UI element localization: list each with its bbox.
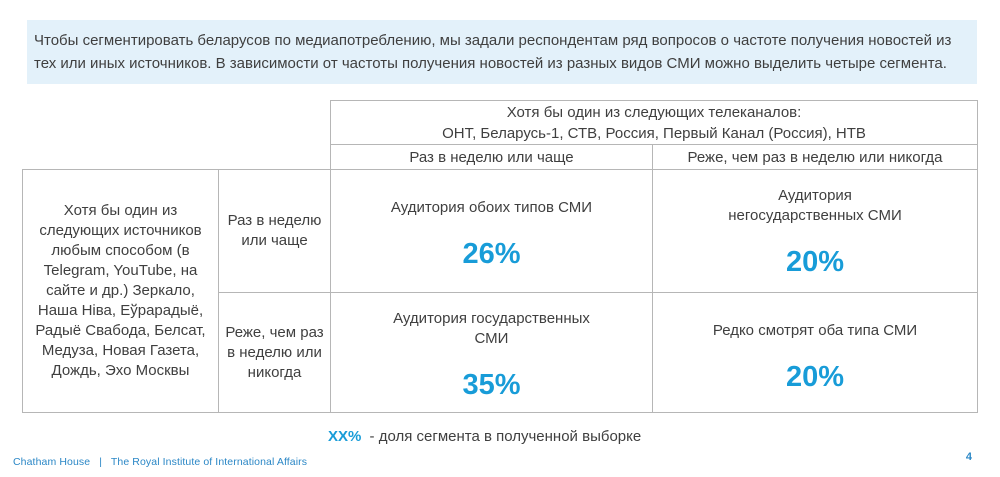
tv-columns-row: Раз в неделю или чаще Реже, чем раз в не… bbox=[23, 144, 978, 170]
segment-cell-both-media: Аудитория обоих типов СМИ 26% bbox=[330, 169, 653, 293]
footer-institute: The Royal Institute of International Aff… bbox=[110, 456, 308, 468]
sources-header-cell: Хотя бы один из следующих источников люб… bbox=[22, 169, 219, 413]
segmentation-matrix: Хотя бы один из следующих телеканалов: О… bbox=[22, 100, 978, 413]
segment-value-rarely-both: 20% bbox=[785, 361, 845, 393]
segment-value-nonstate-media: 20% bbox=[785, 246, 845, 278]
legend-xx-highlight: XX% bbox=[328, 428, 362, 445]
segment-cell-nonstate-media: Аудитория негосударственных СМИ 20% bbox=[652, 169, 978, 293]
segment-cell-rarely-both: Редко смотрят оба типа СМИ 20% bbox=[652, 292, 978, 413]
segment-label-both-media: Аудитория обоих типов СМИ bbox=[390, 199, 593, 216]
tv-col-weekly: Раз в неделю или чаще bbox=[330, 144, 653, 170]
tv-header-row: Хотя бы один из следующих телеканалов: О… bbox=[23, 100, 978, 145]
footer-org: Chatham House bbox=[13, 456, 91, 468]
segment-label-rarely-both: Редко смотрят оба типа СМИ bbox=[712, 322, 918, 339]
matrix-corner-empty bbox=[23, 101, 331, 170]
footer-branding: Chatham House | The Royal Institute of I… bbox=[13, 456, 307, 468]
segment-value-both-media: 26% bbox=[462, 238, 521, 270]
data-row-rarely: Реже, чем раз в неделю или никогда Аудит… bbox=[23, 292, 978, 413]
tv-col-rarely: Реже, чем раз в неделю или никогда bbox=[652, 144, 978, 170]
tv-header-line1: Хотя бы один из следующих телеканалов: bbox=[506, 103, 802, 121]
tv-header-line2: ОНТ, Беларусь-1, СТВ, Россия, Первый Кан… bbox=[442, 124, 866, 142]
intro-text: Чтобы сегментировать беларусов по медиап… bbox=[34, 32, 952, 72]
source-row-weekly: Раз в неделю или чаще bbox=[218, 169, 331, 293]
intro-banner: Чтобы сегментировать беларусов по медиап… bbox=[27, 20, 977, 84]
data-row-weekly: Хотя бы один из следующих источников люб… bbox=[22, 169, 978, 413]
legend: XX% - доля сегмента в полученной выборке bbox=[328, 428, 641, 445]
tv-header-cell: Хотя бы один из следующих телеканалов: О… bbox=[330, 100, 978, 145]
segment-label-state-media: Аудитория государственных СМИ bbox=[393, 310, 590, 347]
page-number: 4 bbox=[965, 451, 972, 463]
source-row-rarely: Реже, чем раз в неделю или никогда bbox=[218, 292, 331, 413]
segment-cell-state-media: Аудитория государственных СМИ 35% bbox=[330, 292, 653, 413]
segment-value-state-media: 35% bbox=[462, 369, 521, 401]
segment-label-nonstate-media: Аудитория негосударственных СМИ bbox=[728, 187, 902, 224]
footer-separator: | bbox=[99, 456, 103, 468]
legend-text: - доля сегмента в полученной выборке bbox=[369, 428, 642, 445]
